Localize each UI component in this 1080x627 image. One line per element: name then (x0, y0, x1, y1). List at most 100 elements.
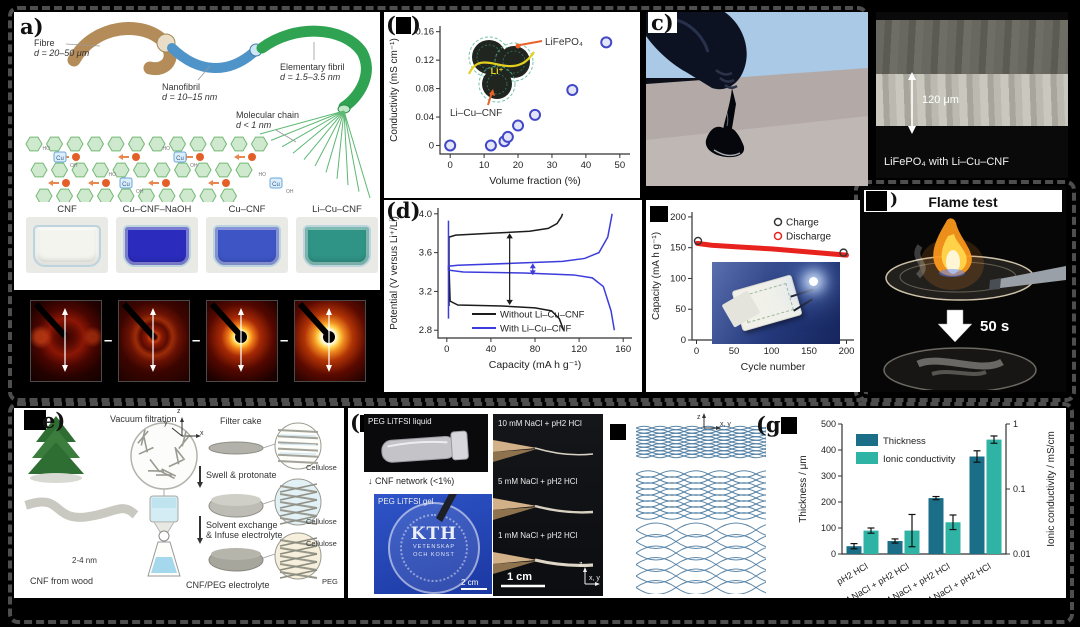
kth-wreath (400, 514, 468, 582)
cellulose-hexagon (199, 188, 217, 202)
peg-fiber (279, 561, 318, 571)
cellulose-hexagon (153, 162, 171, 178)
cnf-squiggle (486, 73, 508, 95)
sem-bright-layer (876, 74, 1068, 126)
cellulose-hexagon (148, 136, 166, 152)
mesh-line (636, 522, 766, 538)
tick-label: 200 (670, 212, 686, 223)
cellulose-hexagon (219, 188, 238, 202)
vial-drawing (381, 430, 469, 463)
peg-fiber (279, 569, 318, 579)
cellulose-hexagon (178, 188, 197, 202)
mesh-line (636, 545, 766, 561)
cake-fiber (277, 453, 319, 458)
tick-label: 0 (444, 344, 449, 355)
redaction-box (24, 410, 46, 430)
peg-fiber (279, 547, 318, 555)
tick-label: 500 (821, 419, 836, 429)
panel-b: () 0 10 20 30 40 50 0 0.04 0.08 0.12 0.16 Volume fr… (384, 12, 640, 198)
arrow-head (529, 270, 536, 276)
cellulose-hexagon (45, 136, 64, 152)
swell-protonate-label: Swell & protonate (206, 470, 277, 480)
cnf-fiber (149, 458, 161, 473)
cnf-fiber (137, 430, 149, 444)
arrow-head (238, 365, 244, 372)
li-ion (132, 153, 140, 161)
li-ion (72, 153, 80, 161)
ion-arrow-head (208, 180, 213, 186)
axis-spines (437, 208, 632, 339)
tick-label: 160 (615, 344, 631, 355)
peg-fiber (279, 545, 318, 555)
swollen-fiber (279, 517, 318, 525)
redaction-box (866, 191, 887, 211)
tick-label: HO (43, 146, 51, 152)
tick-label: Capacity (mA h g⁻¹) (489, 359, 582, 371)
solvent-exchange-label-1: Solvent exchange (206, 520, 278, 530)
cellulose-hexagon (55, 188, 74, 202)
molecular-chain-line (336, 110, 345, 179)
sem-scale-label: 120 μm (922, 94, 959, 106)
thickness-bar (846, 546, 862, 554)
cu-complex (53, 151, 67, 163)
mesh-line (636, 580, 766, 594)
kth-och-konst-text: OCH KONST (413, 552, 455, 558)
membrane-drawing: 1 cm z x, y (493, 440, 600, 588)
tick-label: 10 (479, 160, 490, 171)
cellulose-label-3: Cellulose (306, 539, 337, 548)
molecular-chain-line (325, 110, 345, 173)
diffraction-pattern-3 (206, 300, 278, 382)
membrane-label-1mm: 1 mM NaCl + pH2 HCl (498, 531, 578, 540)
tick-label: OH (286, 189, 294, 195)
panel-d: (d) 0 40 80 120 160 2.8 3.2 3.6 4.0 Capacity (mA … (384, 200, 642, 392)
tick-label: 80 (530, 344, 541, 355)
cnf-fiber (168, 459, 184, 468)
beam-stop (121, 301, 156, 339)
dish-photo-cnf: CNF (26, 204, 108, 273)
cellulose-hexagon (250, 136, 269, 152)
tick-label: HO (163, 146, 171, 152)
gel-scale-bar: 2 cm (461, 578, 487, 590)
tick-label: 0 (694, 346, 699, 357)
panel-g-label: (g (756, 414, 797, 435)
li-path (467, 51, 535, 75)
molecular-chain-line (343, 110, 360, 192)
tick-label: 0.01 (1013, 549, 1031, 559)
axis-y-label: y (164, 420, 168, 427)
cellulose-hexagon (194, 162, 212, 178)
tick-label: Cu (176, 156, 184, 162)
sem-annotation (908, 72, 916, 134)
tick-label: HO (109, 172, 117, 178)
tick-label: 0 (831, 549, 836, 559)
cnf-dish-photos: CNF Cu–CNF–NaOH Cu–CNF Li–Cu–CNF (20, 204, 384, 273)
sem-caption: LiFePO₄ with Li–Cu–CNF (884, 156, 1009, 168)
tick-label: 1 (1013, 419, 1018, 429)
cellulose-hexagon (137, 188, 156, 202)
ion-arrow-head (48, 180, 53, 186)
kth-vetenskap-text: VETENSKAP (412, 544, 455, 550)
flame-test-title: Flame test (928, 194, 998, 210)
gel-disc: KTH VETENSKAP OCH KONST (388, 502, 480, 594)
arrow-head (150, 365, 156, 372)
tick-label: Capacity (mA h g⁻¹) (651, 232, 662, 320)
tick-label: 400 (821, 445, 836, 455)
cellulose-hexagon (66, 136, 84, 152)
tick-label: Without Li–Cu–CNF (500, 310, 585, 321)
data-point (484, 139, 497, 152)
slurry-pour-photo (646, 12, 868, 186)
cellulose-hexagon (214, 162, 233, 178)
diffraction-pattern-4 (294, 300, 366, 382)
cellulose-hexagon (30, 162, 48, 178)
legend-swatch (856, 452, 878, 464)
swollen-fiber (279, 515, 318, 525)
cnf-fiber (181, 430, 187, 447)
conductivity-bar (986, 439, 1002, 554)
cellulose-hexagon (107, 136, 125, 152)
xrd-diffraction-strip: – – – (14, 290, 380, 394)
peg-litfsi-liquid-label: PEG LiTFSI liquid (368, 417, 432, 426)
thickness-bar (887, 541, 903, 554)
water-sliver (279, 443, 317, 446)
beam-stop (33, 301, 68, 339)
cnf-from-wood-label: CNF from wood (30, 576, 94, 586)
tick-label: Charge (786, 218, 819, 229)
